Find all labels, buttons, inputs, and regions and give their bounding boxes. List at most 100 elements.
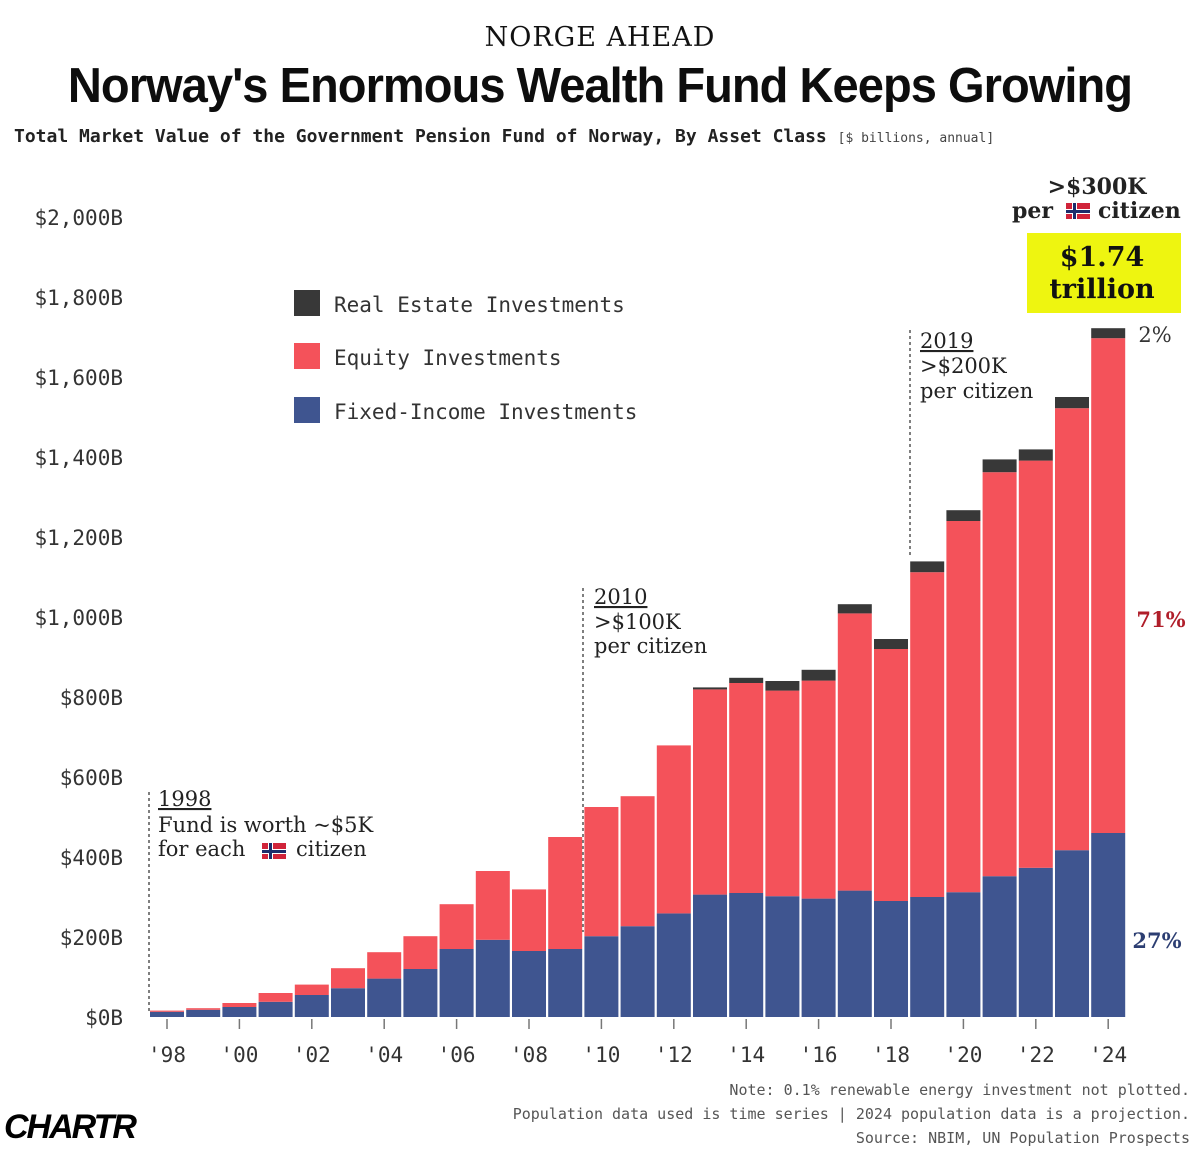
bar-real-estate-2021 (982, 459, 1017, 473)
bar-fixed-income-2003 (331, 988, 365, 1017)
bar-equity-2015 (765, 690, 800, 897)
footnote-source: Source: NBIM, UN Population Prospects (855, 1129, 1190, 1147)
y-tick-label: $0B (85, 1006, 123, 1030)
bar-fixed-income-2000 (222, 1007, 257, 1017)
bar-equity-2013 (693, 689, 727, 895)
bar-equity-2020 (946, 521, 981, 893)
share-fixed-income: 27% (1132, 928, 1181, 953)
bar-fixed-income-2022 (1018, 867, 1053, 1017)
bar-real-estate-2023 (1055, 397, 1089, 409)
annotation-2019-year: 2019 (920, 329, 973, 353)
bar-equity-2021 (982, 472, 1017, 877)
x-tick-label: '12 (655, 1043, 693, 1067)
bar-fixed-income-2018 (874, 901, 908, 1017)
x-tick-label: '10 (582, 1043, 620, 1067)
y-tick-label: $400B (60, 846, 123, 870)
bar-equity-2024 (1091, 338, 1126, 833)
y-tick-label: $600B (60, 766, 123, 790)
bar-fixed-income-2021 (982, 876, 1017, 1017)
bar-fixed-income-2023 (1055, 850, 1089, 1017)
bar-equity-2023 (1055, 408, 1089, 851)
total-highlight-unit: trillion (1049, 274, 1155, 305)
y-tick-label: $800B (60, 686, 123, 710)
x-tick-label: '06 (438, 1043, 476, 1067)
bar-real-estate-2019 (910, 561, 945, 573)
bar-equity-2007 (475, 871, 510, 940)
bar-real-estate-2017 (837, 604, 872, 614)
y-tick-label: $2,000B (34, 206, 123, 230)
bar-fixed-income-2004 (367, 978, 402, 1017)
bar-fixed-income-2017 (837, 890, 872, 1017)
bar-equity-2012 (656, 745, 691, 914)
y-tick-label: $200B (60, 926, 123, 950)
bar-fixed-income-2014 (729, 893, 764, 1017)
total-highlight-value: $1.74 (1060, 242, 1145, 273)
y-tick-label: $1,600B (34, 366, 123, 390)
chart-subtitle: Total Market Value of the Government Pen… (14, 126, 1194, 147)
chart-title: Norway's Enormous Wealth Fund Keeps Grow… (67, 59, 1133, 113)
legend-swatch-real-estate (294, 290, 320, 316)
bar-equity-2001 (258, 993, 293, 1002)
subtitle-text: Total Market Value of the Government Pen… (14, 126, 827, 147)
bar-real-estate-2020 (946, 510, 981, 521)
annotation-2010: 2010 >$100K per citizen (582, 585, 707, 932)
legend-label-real-estate: Real Estate Investments (334, 293, 625, 317)
x-tick-label: '98 (148, 1043, 186, 1067)
bar-equity-2005 (403, 936, 438, 969)
bar-real-estate-2015 (765, 681, 800, 691)
bar-equity-2002 (294, 984, 329, 995)
x-tick-label: '18 (872, 1043, 910, 1067)
bar-equity-2011 (620, 796, 655, 927)
annotation-1998-year: 1998 (158, 787, 211, 811)
bar-fixed-income-2001 (258, 1001, 293, 1017)
bar-real-estate-2016 (801, 669, 836, 681)
bar-fixed-income-2009 (548, 949, 583, 1017)
subtitle-unit: [$ billions, annual] (837, 131, 995, 146)
bar-fixed-income-2019 (910, 897, 945, 1017)
annotation-2010-year: 2010 (594, 585, 647, 609)
annotation-2019-text: per citizen (920, 379, 1033, 403)
annotation-2024: >$300K per citizen $1.74 trillion (1012, 174, 1181, 313)
bar-real-estate-2014 (729, 677, 764, 683)
y-tick-label: $1,000B (34, 606, 123, 630)
bar-equity-2006 (439, 904, 474, 949)
annotation-1998-text3: citizen (296, 837, 367, 861)
bar-fixed-income-2006 (439, 949, 474, 1017)
y-axis: $0B $200B $400B $600B $800B $1,000B $1,200B $1,… (34, 206, 123, 1030)
bar-equity-2018 (874, 649, 908, 901)
bar-equity-2009 (548, 837, 583, 949)
legend-label-fixed-income: Fixed-Income Investments (334, 400, 637, 424)
bar-real-estate-2013 (693, 687, 727, 690)
footnotes: Note: 0.1% renewable energy investment n… (513, 1078, 1190, 1150)
bar-fixed-income-2005 (403, 969, 438, 1017)
x-axis: '98 '00 '02 '04 '06 '08 '10 '12 '14 '16 '18 '20 '22 '… (148, 1019, 1127, 1067)
x-tick-label: '22 (1017, 1043, 1055, 1067)
bar-fixed-income-2002 (294, 995, 329, 1017)
bar-fixed-income-2011 (620, 926, 655, 1017)
x-tick-label: '00 (220, 1043, 258, 1067)
share-real-estate: 2% (1138, 323, 1171, 347)
bar-fixed-income-2024 (1091, 833, 1126, 1017)
annotation-2010-value: >$100K (594, 610, 681, 634)
bar-fixed-income-2013 (693, 894, 727, 1017)
bar-equity-2014 (729, 683, 764, 893)
kicker: NORGE AHEAD (484, 22, 716, 53)
bar-fixed-income-2008 (512, 951, 546, 1017)
bar-equity-2003 (331, 968, 365, 989)
y-tick-label: $1,800B (34, 286, 123, 310)
chartr-logo: CHARTR (4, 1108, 137, 1146)
annotation-1998-text: Fund is worth ~$5K (158, 813, 374, 837)
y-tick-label: $1,400B (34, 446, 123, 470)
annotation-2024-value: >$300K (1048, 174, 1148, 200)
norway-flag-icon (262, 843, 286, 859)
bar-equity-2019 (910, 572, 945, 897)
legend-label-equity: Equity Investments (334, 346, 562, 370)
x-tick-label: '20 (944, 1043, 982, 1067)
bar-real-estate-2022 (1018, 449, 1053, 461)
bar-equity-1998 (150, 1010, 184, 1012)
annotation-1998-text2: for each (158, 837, 245, 861)
bar-fixed-income-1999 (186, 1009, 221, 1017)
legend: Real Estate Investments Equity Investmen… (294, 290, 637, 424)
bar-equity-2010 (584, 807, 619, 937)
